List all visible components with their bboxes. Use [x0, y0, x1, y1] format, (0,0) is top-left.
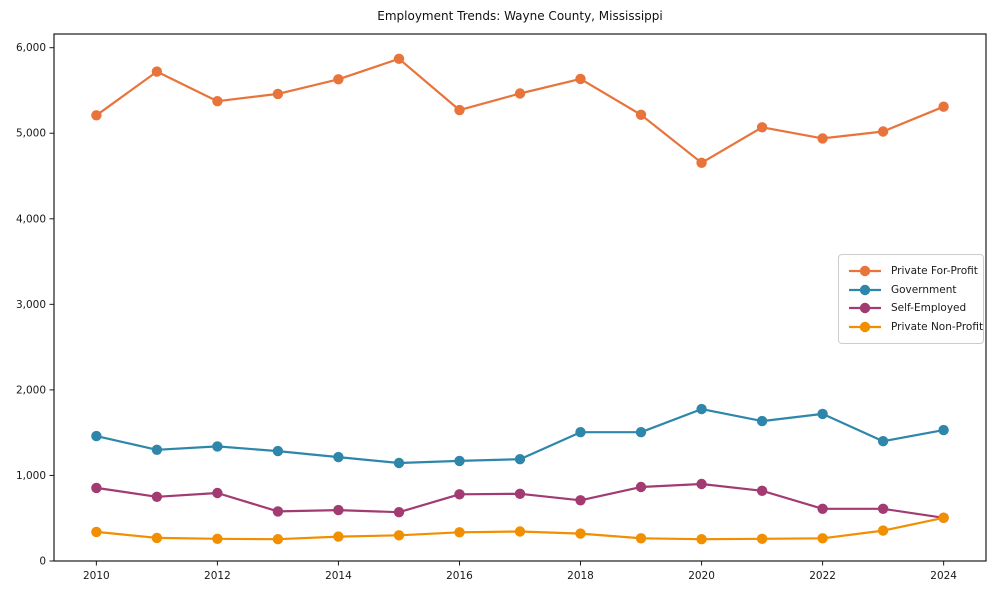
- data-point-marker: [272, 88, 284, 100]
- data-point-marker: [877, 436, 889, 447]
- x-tick-label: 2010: [83, 570, 110, 582]
- chart-legend: Private For-Profit Government Self-Employe…: [838, 254, 984, 344]
- data-point-marker: [151, 532, 163, 544]
- data-point-marker: [877, 126, 889, 137]
- data-point-marker: [91, 482, 102, 494]
- legend-label: Government: [891, 283, 957, 296]
- data-point-marker: [212, 487, 223, 499]
- data-point-marker: [877, 503, 889, 514]
- legend-marker-icon: [849, 265, 881, 277]
- data-point-marker: [635, 481, 647, 493]
- legend-item: Private Non-Profit: [848, 318, 983, 336]
- data-point-marker: [393, 53, 405, 64]
- data-point-marker: [514, 526, 526, 537]
- data-point-marker: [212, 533, 223, 544]
- chart-title: Employment Trends: Wayne County, Mississ…: [377, 9, 663, 23]
- data-point-marker: [696, 403, 707, 415]
- plot-spines: [53, 33, 987, 562]
- data-point-marker: [91, 430, 102, 442]
- x-tick-label: 2016: [446, 570, 473, 582]
- data-point-marker: [393, 507, 405, 518]
- data-point-marker: [91, 110, 102, 121]
- data-point-marker: [938, 512, 949, 523]
- legend-label: Private Non-Profit: [891, 320, 984, 333]
- data-point-marker: [333, 504, 344, 516]
- data-point-marker: [575, 528, 586, 539]
- x-tick-label: 2022: [809, 570, 836, 582]
- data-point-marker: [272, 506, 284, 517]
- data-point-marker: [212, 441, 223, 452]
- data-point-marker: [696, 534, 707, 545]
- data-point-marker: [817, 133, 828, 144]
- data-point-marker: [756, 122, 768, 133]
- data-point-marker: [817, 533, 828, 544]
- data-point-marker: [212, 96, 223, 107]
- data-point-marker: [877, 525, 889, 536]
- x-tick-label: 2012: [204, 570, 231, 582]
- legend-marker-icon: [849, 284, 881, 295]
- data-point-marker: [635, 109, 647, 121]
- y-tick-label: 3,000: [16, 299, 46, 311]
- data-point-marker: [272, 534, 284, 545]
- data-point-marker: [454, 527, 465, 538]
- y-tick-label: 5,000: [16, 128, 46, 140]
- data-point-marker: [938, 101, 949, 112]
- x-tick-label: 2024: [930, 570, 957, 582]
- data-point-marker: [151, 66, 163, 77]
- y-tick-label: 6,000: [16, 42, 46, 54]
- data-point-marker: [393, 530, 405, 541]
- data-point-marker: [575, 427, 586, 438]
- data-point-marker: [635, 427, 647, 438]
- data-point-marker: [817, 503, 828, 514]
- y-tick-label: 2,000: [16, 384, 46, 396]
- data-point-marker: [333, 74, 344, 85]
- y-tick-label: 4,000: [16, 213, 46, 225]
- y-tick-label: 1,000: [16, 470, 46, 482]
- legend-label: Self-Employed: [891, 302, 967, 315]
- x-tick-label: 2014: [325, 570, 352, 582]
- data-point-marker: [151, 491, 163, 502]
- data-point-marker: [938, 424, 949, 436]
- data-point-marker: [635, 533, 647, 544]
- data-point-marker: [454, 455, 465, 467]
- legend-marker-icon: [849, 321, 881, 333]
- data-point-marker: [817, 408, 828, 420]
- x-tick-label: 2018: [567, 570, 594, 582]
- data-point-marker: [575, 495, 586, 506]
- data-point-marker: [575, 73, 586, 85]
- data-point-marker: [454, 104, 465, 116]
- legend-item: Private For-Profit: [848, 262, 978, 280]
- data-point-marker: [514, 454, 526, 465]
- x-tick-label: 2020: [688, 570, 715, 582]
- data-point-marker: [514, 488, 526, 499]
- legend-item: Self-Employed: [848, 299, 975, 317]
- data-point-marker: [756, 485, 768, 496]
- legend-item: Government: [848, 281, 975, 299]
- data-point-marker: [454, 489, 465, 500]
- y-tick-label: 0: [39, 556, 46, 568]
- data-point-marker: [696, 157, 707, 168]
- data-point-marker: [756, 533, 768, 544]
- legend-marker-icon: [849, 303, 881, 314]
- series-line-private-for-profit: [95, 57, 945, 164]
- legend-label: Private For-Profit: [891, 265, 978, 277]
- data-point-marker: [272, 445, 284, 457]
- data-point-marker: [393, 457, 405, 469]
- data-point-marker: [333, 451, 344, 463]
- data-point-marker: [756, 415, 768, 427]
- data-point-marker: [333, 531, 344, 542]
- data-point-marker: [696, 478, 707, 490]
- data-point-marker: [91, 526, 102, 538]
- data-point-marker: [151, 444, 163, 455]
- data-point-marker: [514, 88, 526, 99]
